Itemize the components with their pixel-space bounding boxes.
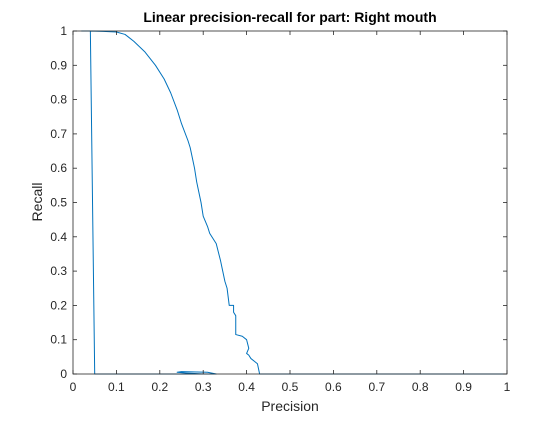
y-tick-label: 0.1 bbox=[50, 333, 67, 347]
y-tick-label: 0.7 bbox=[50, 127, 67, 141]
y-tick-label: 0.4 bbox=[50, 230, 67, 244]
y-axis-ticks: 0 0.1 0.2 0.3 0.4 0.5 0.6 0.7 0.8 0.9 1 bbox=[50, 24, 507, 381]
x-tick-label: 0.5 bbox=[282, 380, 299, 394]
y-axis-label: Recall bbox=[29, 183, 45, 222]
y-tick-label: 0.2 bbox=[50, 298, 67, 312]
y-tick-label: 1 bbox=[60, 24, 67, 38]
axes-background bbox=[73, 31, 507, 374]
x-tick-label: 0.7 bbox=[368, 380, 385, 394]
y-tick-label: 0.5 bbox=[50, 196, 67, 210]
y-tick-label: 0.3 bbox=[50, 264, 67, 278]
x-tick-label: 0.1 bbox=[108, 380, 125, 394]
x-tick-label: 0 bbox=[70, 380, 77, 394]
x-tick-label: 0.4 bbox=[238, 380, 255, 394]
y-tick-label: 0.8 bbox=[50, 93, 67, 107]
x-axis-label: Precision bbox=[261, 398, 319, 414]
y-tick-label: 0.9 bbox=[50, 58, 67, 72]
x-tick-label: 0.9 bbox=[455, 380, 472, 394]
y-tick-label: 0.6 bbox=[50, 161, 67, 175]
x-axis-ticks: 0 0.1 0.2 0.3 0.4 0.5 0.6 0.7 0.8 0.9 1 bbox=[70, 31, 511, 394]
x-tick-label: 0.8 bbox=[412, 380, 429, 394]
x-tick-label: 0.2 bbox=[151, 380, 168, 394]
chart-title: Linear precision-recall for part: Right … bbox=[143, 9, 436, 25]
y-tick-label: 0 bbox=[60, 367, 67, 381]
x-tick-label: 1 bbox=[504, 380, 511, 394]
x-tick-label: 0.3 bbox=[195, 380, 212, 394]
x-tick-label: 0.6 bbox=[325, 380, 342, 394]
